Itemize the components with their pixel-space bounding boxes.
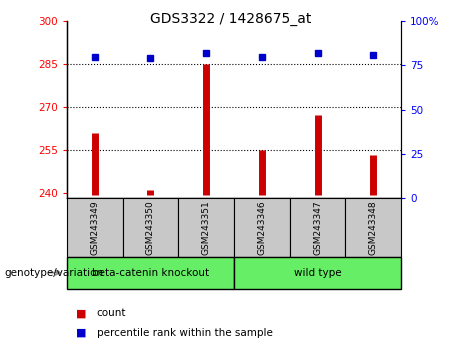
Bar bbox=[234, 257, 401, 289]
Text: GSM243349: GSM243349 bbox=[90, 200, 99, 255]
Bar bbox=[234, 198, 290, 257]
Text: ■: ■ bbox=[76, 328, 87, 338]
Bar bbox=[67, 198, 123, 257]
Bar bbox=[290, 198, 345, 257]
Text: ■: ■ bbox=[76, 308, 87, 318]
Text: percentile rank within the sample: percentile rank within the sample bbox=[97, 328, 273, 338]
Bar bbox=[345, 198, 401, 257]
Text: GSM243350: GSM243350 bbox=[146, 200, 155, 255]
Text: beta-catenin knockout: beta-catenin knockout bbox=[92, 268, 209, 278]
Bar bbox=[178, 198, 234, 257]
Text: GSM243348: GSM243348 bbox=[369, 200, 378, 255]
Text: GSM243351: GSM243351 bbox=[201, 200, 211, 255]
Bar bbox=[67, 257, 234, 289]
Bar bbox=[123, 198, 178, 257]
Text: genotype/variation: genotype/variation bbox=[5, 268, 104, 278]
Text: GSM243347: GSM243347 bbox=[313, 200, 322, 255]
Text: GDS3322 / 1428675_at: GDS3322 / 1428675_at bbox=[150, 12, 311, 27]
Text: count: count bbox=[97, 308, 126, 318]
Text: GSM243346: GSM243346 bbox=[257, 200, 266, 255]
Text: wild type: wild type bbox=[294, 268, 341, 278]
